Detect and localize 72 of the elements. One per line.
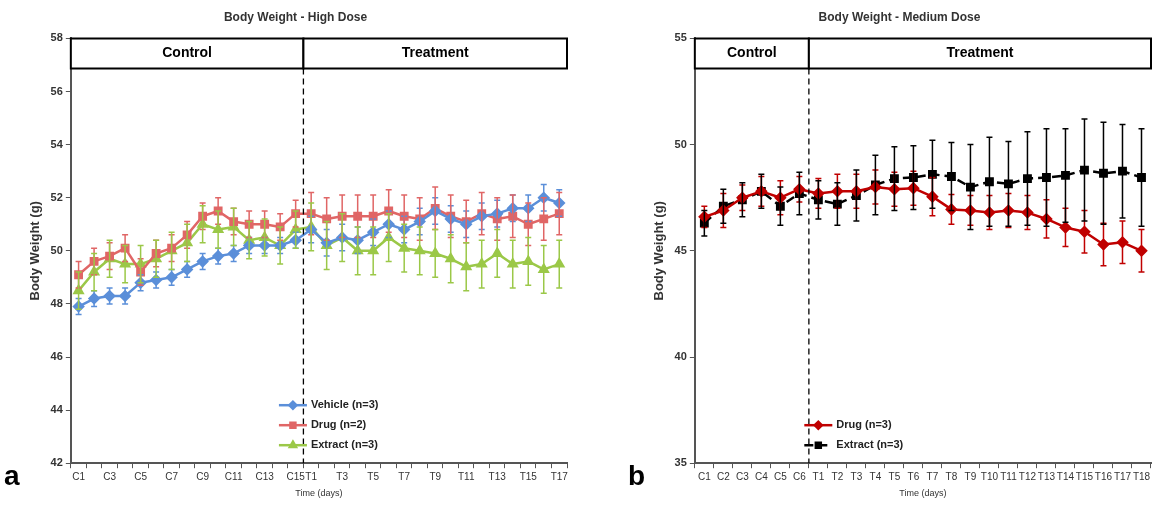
- band-label: Control: [726, 44, 777, 61]
- x-tick-label: T15: [1075, 470, 1094, 482]
- y-tick-label: 52: [50, 190, 63, 203]
- x-tick-label: T8: [945, 470, 958, 482]
- x-tick-label: T12: [1018, 470, 1037, 482]
- y-tick-label: 46: [50, 350, 63, 363]
- legend-label: Extract (n=3): [835, 438, 904, 451]
- band-label: Treatment: [945, 44, 1014, 61]
- x-tick-label: T17: [1113, 470, 1132, 482]
- text: b: [627, 460, 645, 492]
- x-axis-title: Time (days): [295, 488, 343, 499]
- x-tick-label: T5: [888, 470, 901, 482]
- x-tick-label: T2: [831, 470, 844, 482]
- chart-title: Body Weight - High Dose: [223, 9, 368, 24]
- legend-label: Vehicle (n=3): [310, 398, 379, 411]
- x-tick-label: T16: [1094, 470, 1113, 482]
- text: a: [4, 460, 20, 492]
- x-tick-label: T10: [980, 470, 998, 482]
- x-tick-label: T9: [964, 470, 977, 482]
- x-tick-label: T11: [999, 470, 1017, 482]
- y-tick-label: 40: [674, 350, 687, 363]
- x-tick-label: C7: [165, 470, 179, 482]
- y-tick-label: 50: [50, 243, 63, 256]
- x-tick-label: C1: [72, 470, 86, 482]
- y-tick-label: 58: [50, 31, 63, 44]
- y-tick-label: 35: [674, 456, 687, 469]
- x-tick-label: C1: [697, 470, 711, 482]
- x-tick-label: C15: [286, 470, 306, 482]
- legend-label: Drug (n=2): [310, 418, 367, 431]
- x-tick-label: T1: [812, 470, 825, 482]
- x-tick-label: C3: [735, 470, 749, 482]
- x-tick-label: C5: [134, 470, 148, 482]
- x-tick-label: T1: [305, 470, 318, 482]
- x-tick-label: C11: [224, 470, 243, 482]
- x-tick-label: C2: [716, 470, 730, 482]
- y-tick-label: 42: [50, 456, 63, 469]
- x-tick-label: T5: [367, 470, 380, 482]
- y-tick-label: 45: [674, 243, 687, 256]
- x-tick-label: T3: [336, 470, 349, 482]
- x-tick-label: C3: [103, 470, 117, 482]
- y-axis-title: Body Weight (g): [650, 201, 666, 301]
- band-label: Control: [162, 44, 213, 61]
- x-tick-label: T13: [1037, 470, 1056, 482]
- y-tick-label: 50: [674, 137, 687, 150]
- y-tick-label: 44: [50, 403, 64, 416]
- x-tick-label: T3: [850, 470, 863, 482]
- y-tick-label: 48: [50, 296, 63, 309]
- x-tick-label: C9: [196, 470, 210, 482]
- x-tick-label: T9: [429, 470, 442, 482]
- x-tick-label: T6: [907, 470, 920, 482]
- x-tick-label: T18: [1132, 470, 1151, 482]
- x-tick-label: T4: [869, 470, 882, 482]
- x-tick-label: C13: [255, 470, 275, 482]
- y-tick-label: 54: [50, 137, 64, 150]
- y-axis-title: Body Weight (g): [27, 201, 43, 301]
- legend-label: Drug (n=3): [835, 418, 892, 431]
- band-label: Treatment: [401, 44, 469, 61]
- legend-label: Extract (n=3): [310, 438, 379, 451]
- x-tick-label: T7: [926, 470, 939, 482]
- x-tick-label: T14: [1056, 470, 1075, 482]
- y-tick-label: 55: [674, 31, 687, 44]
- x-tick-label: T17: [550, 470, 569, 482]
- x-tick-label: C5: [773, 470, 787, 482]
- x-axis-title: Time (days): [898, 488, 947, 499]
- x-tick-label: T7: [398, 470, 411, 482]
- x-tick-label: T13: [488, 470, 507, 482]
- x-tick-label: T15: [519, 470, 538, 482]
- x-tick-label: T11: [457, 470, 475, 482]
- y-tick-label: 56: [50, 84, 63, 97]
- x-tick-label: C6: [792, 470, 806, 482]
- x-tick-label: C4: [754, 470, 768, 482]
- chart-title: Body Weight - Medium Dose: [818, 9, 981, 24]
